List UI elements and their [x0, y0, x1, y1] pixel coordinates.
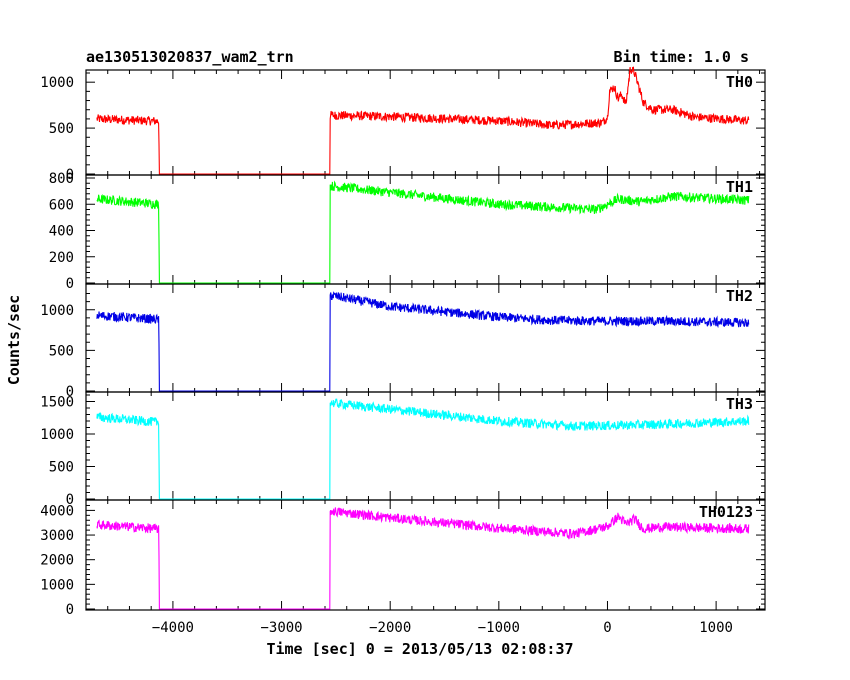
y-tick-label: 500 [49, 343, 74, 359]
panel-label: TH2 [726, 287, 753, 305]
series-line-th2 [96, 291, 750, 392]
series-line-th3 [96, 398, 750, 500]
x-tick-label: −3000 [260, 620, 302, 636]
panel-frame [85, 174, 766, 285]
panel-th0123: 0 1000 2000 3000 4000 TH0123 [40, 499, 766, 618]
panel-th2: 0 500 1000 TH2 [40, 283, 766, 400]
panel-label: TH0 [726, 73, 753, 91]
y-tick-label: 2000 [40, 553, 74, 569]
y-tick-label: 800 [49, 171, 74, 187]
y-tick-label: 500 [49, 121, 74, 137]
y-tick-label: 400 [49, 224, 74, 240]
x-tick-label: 1000 [699, 620, 733, 636]
panel-label: TH3 [726, 395, 753, 413]
y-tick-label: 4000 [40, 503, 74, 519]
series-line-th0123 [96, 507, 750, 610]
panel-th0: 0 500 1000 TH0 [40, 66, 766, 183]
y-tick-label: 600 [49, 197, 74, 213]
y-tick-label: 1000 [40, 427, 74, 443]
y-tick-label: 1000 [40, 303, 74, 319]
x-tick-label: −4000 [152, 620, 194, 636]
y-tick-label: 500 [49, 460, 74, 476]
y-tick-label: 1500 [40, 395, 74, 411]
series-line-th1 [96, 180, 750, 284]
panel-th1: 0 200 400 600 800 TH1 [49, 171, 766, 292]
y-tick-label: 0 [66, 602, 74, 618]
y-tick-label: 0 [66, 492, 74, 508]
x-tick-label: 0 [603, 620, 611, 636]
x-tick-label: −2000 [369, 620, 411, 636]
panel-label: TH0123 [699, 503, 753, 521]
x-axis-label: Time [sec] 0 = 2013/05/13 02:08:37 [266, 640, 573, 658]
panel-frame [85, 283, 766, 393]
y-tick-label: 1000 [40, 75, 74, 91]
x-tick-label: −1000 [478, 620, 520, 636]
panel-label: TH1 [726, 178, 753, 196]
y-tick-label: 1000 [40, 577, 74, 593]
panels-group: 0 500 1000 TH0 0 200 400 600 800 TH1 0 500 1000 TH2 0 5… [40, 66, 766, 636]
bin-time-label: Bin time: 1.0 s [614, 48, 749, 66]
y-tick-label: 0 [66, 384, 74, 400]
y-tick-label: 200 [49, 250, 74, 266]
panel-th3: 0 500 1000 1500 TH3 [40, 391, 766, 508]
y-tick-label: 3000 [40, 528, 74, 544]
chart-title: ae130513020837_wam2_trn [86, 48, 294, 66]
y-tick-label: 0 [66, 167, 74, 183]
panel-frame [85, 69, 766, 176]
panel-frame [85, 391, 766, 501]
y-tick-label: 0 [66, 276, 74, 292]
y-axis-label: Counts/sec [5, 295, 23, 385]
series-line-th0 [96, 66, 750, 175]
